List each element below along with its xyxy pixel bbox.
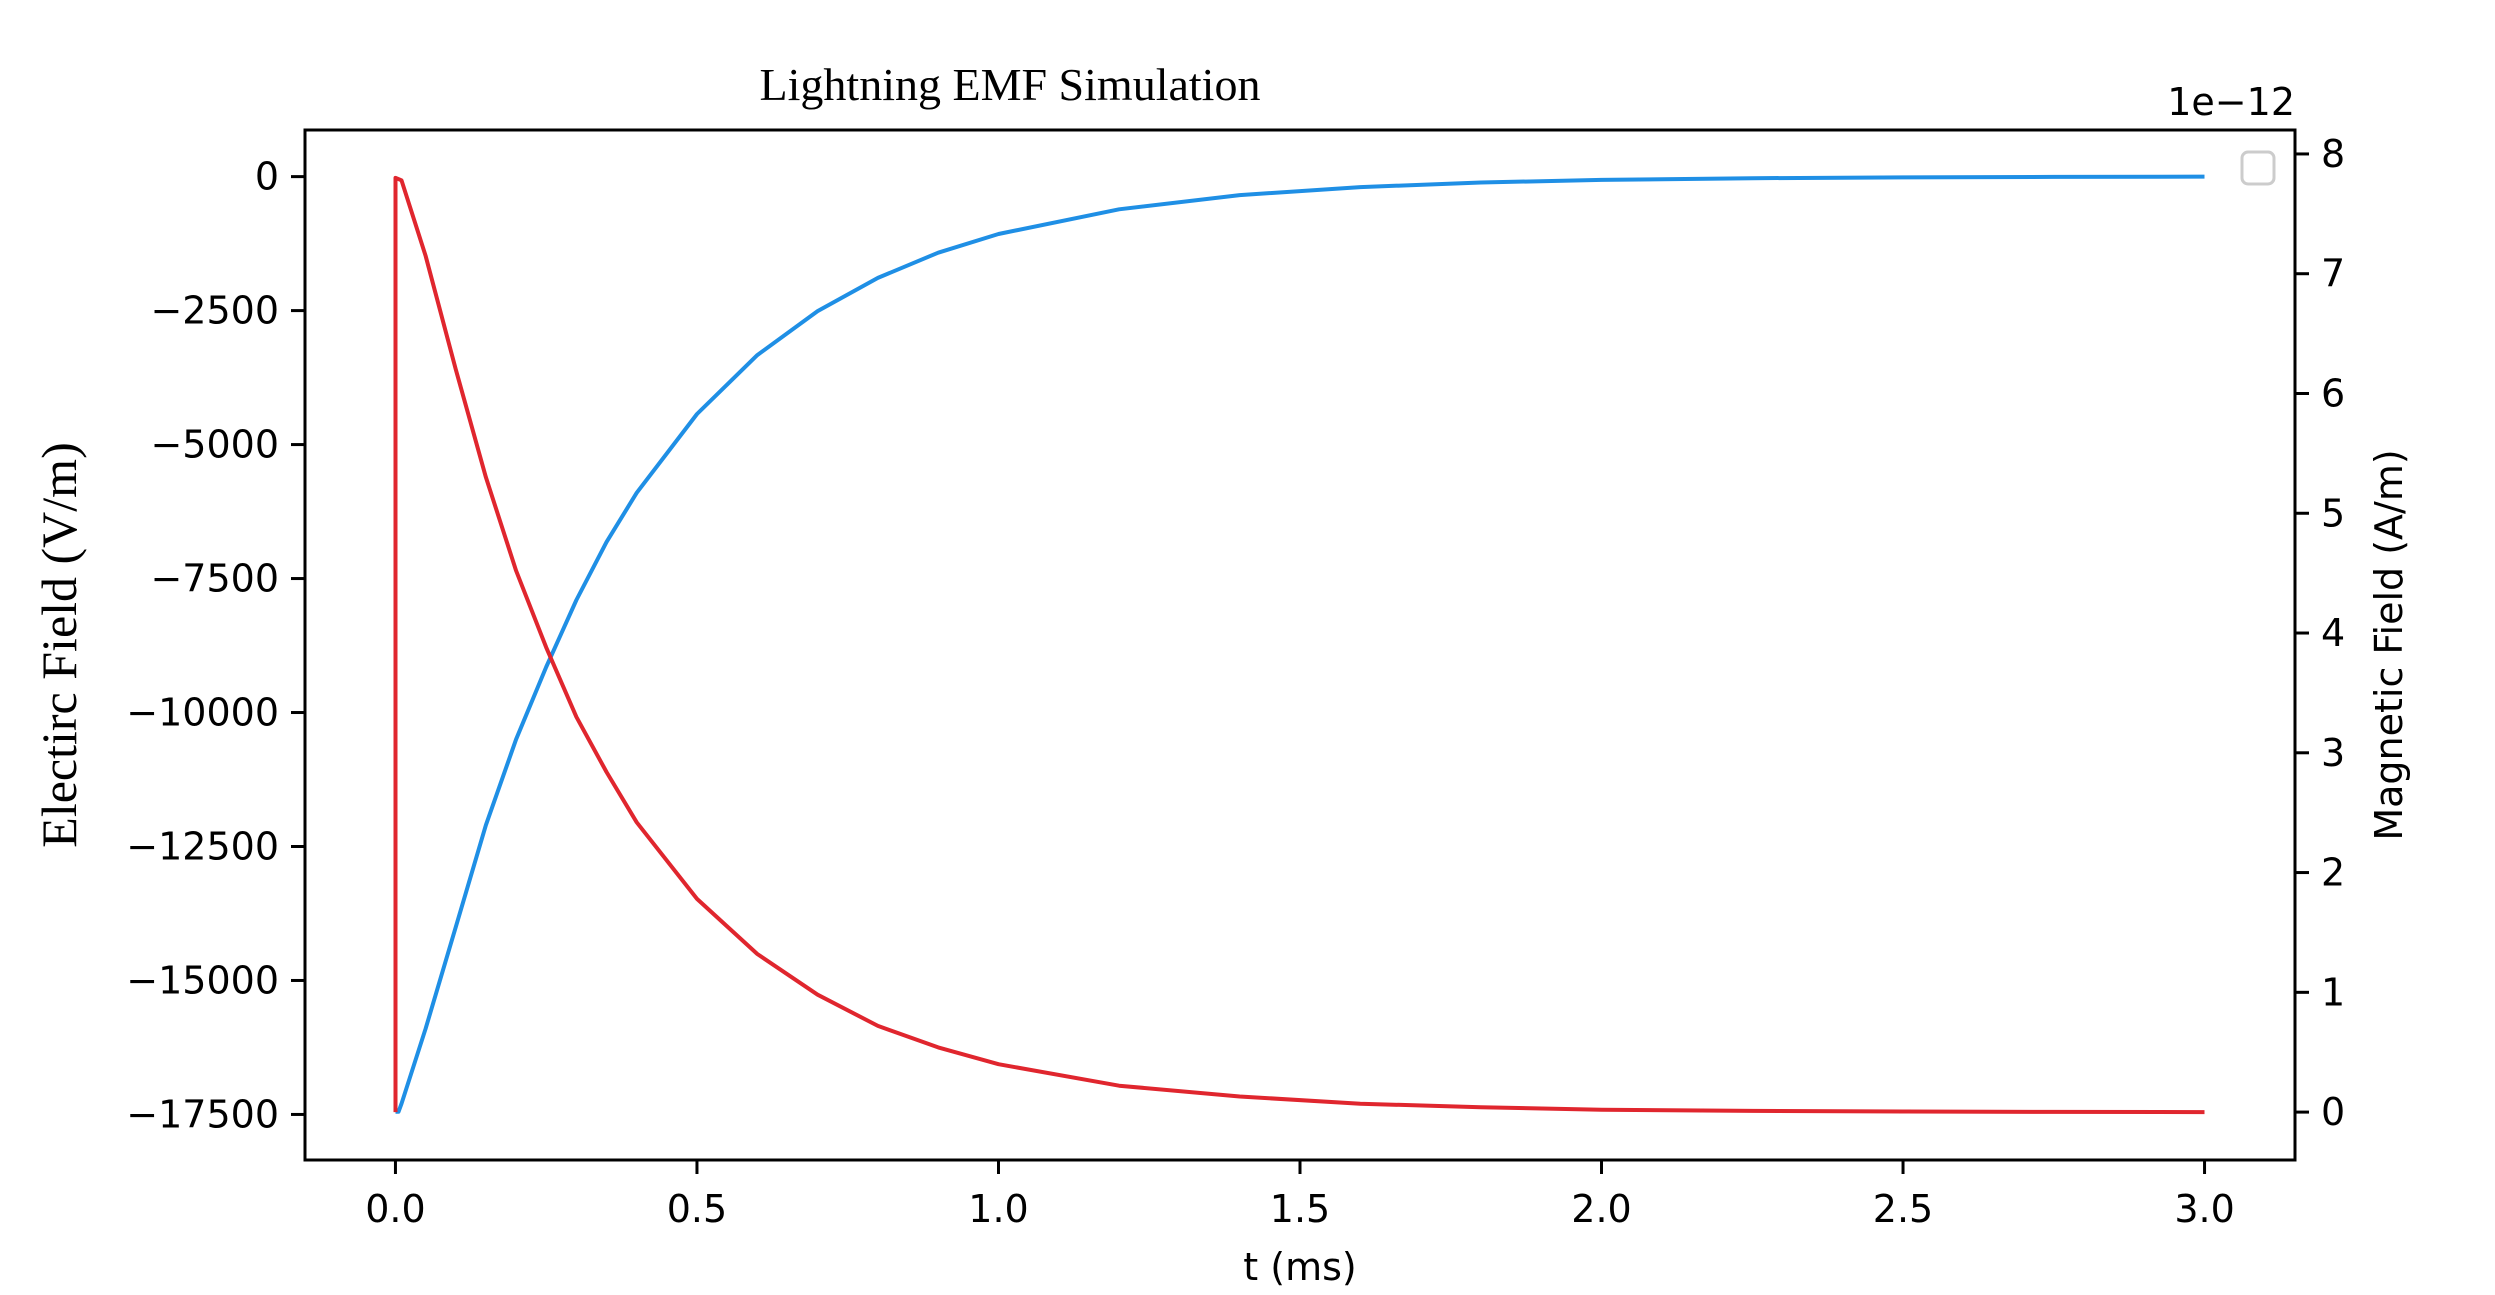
y-right-tick-label: 6: [2321, 371, 2345, 415]
y-right-tick-label: 4: [2321, 611, 2345, 655]
series-lines: [393, 174, 2205, 1115]
y-right-tick-label: 8: [2321, 132, 2345, 176]
x-tick-label: 2.0: [1571, 1187, 1631, 1231]
y-left-tick-label: −7500: [150, 557, 279, 601]
x-axis-label: t (ms): [1243, 1245, 1356, 1289]
x-tick-label: 1.0: [968, 1187, 1028, 1231]
x-tick-label: 0.5: [667, 1187, 727, 1231]
y-right-tick-label: 2: [2321, 851, 2345, 895]
y-left-tick-label: −2500: [150, 289, 279, 333]
series-line-1: [395, 174, 2205, 1114]
x-tick-label: 1.5: [1270, 1187, 1330, 1231]
legend-box: [2240, 150, 2276, 186]
x-tick-label: 3.0: [2174, 1187, 2234, 1231]
y-right-tick-label: 1: [2321, 970, 2345, 1014]
left-axis: 0 −2500 −5000 −7500 −10000 −12500 −15000 −17500: [126, 155, 305, 1136]
y-right-tick-label: 3: [2321, 731, 2345, 775]
x-axis: 0.0 0.5 1.0 1.5 2.0 2.5 3.0: [365, 1160, 2235, 1231]
plot-area: [303, 128, 2297, 1162]
y-right-tick-label: 0: [2321, 1090, 2345, 1134]
series-line-2: [393, 175, 2205, 1115]
y-axis-left-label: Electirc Field (V/m): [31, 442, 87, 847]
chart-title: Lightning EMF Simulation: [760, 59, 1261, 110]
y-left-tick-label: −15000: [126, 958, 279, 1002]
right-axis-offset-text: 1e−12: [2167, 80, 2295, 124]
y-left-tick-label: −12500: [126, 824, 279, 868]
y-left-tick-label: −17500: [126, 1092, 279, 1136]
y-axis-right-label: Magnetic Field (A/m): [2367, 449, 2411, 840]
right-axis: 0 1 2 3 4 5 6 7 8: [2295, 132, 2345, 1134]
y-left-tick-label: 0: [255, 155, 279, 199]
y-right-tick-label: 7: [2321, 252, 2345, 296]
y-right-tick-label: 5: [2321, 491, 2345, 535]
y-left-tick-label: −10000: [126, 691, 279, 735]
x-tick-label: 0.0: [365, 1187, 425, 1231]
x-tick-label: 2.5: [1873, 1187, 1933, 1231]
y-left-tick-label: −5000: [150, 423, 279, 467]
